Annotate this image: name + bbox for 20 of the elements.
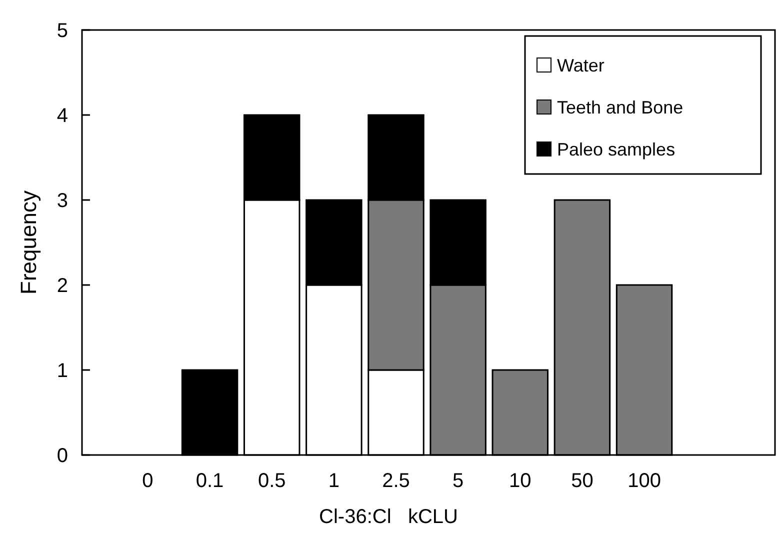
legend-label: Teeth and Bone [557,97,684,118]
y-tick-label: 4 [56,105,68,127]
y-axis-title: Frequency [16,190,41,294]
x-tick-label: 1 [328,470,340,492]
x-tick-label: 100 [628,470,661,492]
x-tick-label: 0 [142,470,154,492]
x-tick-label: 0.5 [258,470,286,492]
y-tick-label: 0 [56,445,68,467]
x-tick-label: 50 [571,470,594,492]
x-axis-title: Cl-36:Cl kCLU [319,506,458,528]
x-tick-label: 5 [452,470,464,492]
x-tick-label: 2.5 [382,470,410,492]
y-tick-label: 1 [56,360,68,382]
y-tick-label: 3 [56,190,68,212]
y-tick-label: 5 [56,20,68,42]
legend-label: Water [557,55,604,76]
y-tick-label: 2 [56,275,68,297]
x-tick-label: 10 [509,470,532,492]
x-tick-label: 0.1 [196,470,224,492]
legend-label: Paleo samples [557,139,676,160]
